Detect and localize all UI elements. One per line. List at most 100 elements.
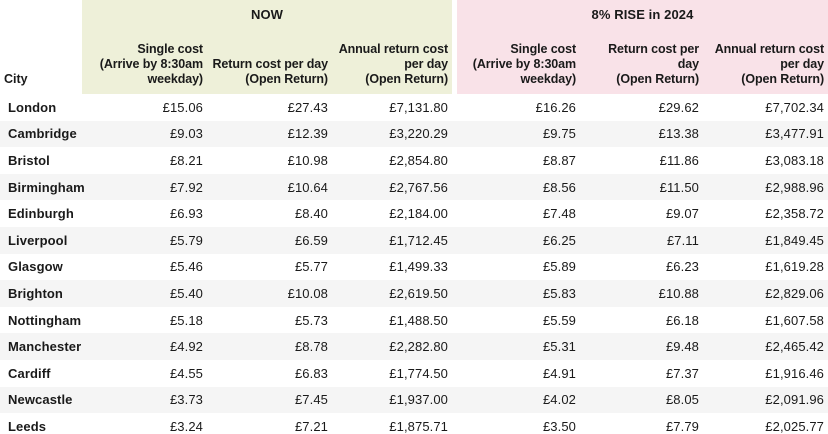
cost-cell-now: £5.40 (169, 285, 203, 301)
city-cell: Glasgow (8, 259, 63, 275)
column-header-annual-cost-rise: Annual return cost per day (Open Return) (703, 28, 828, 94)
table-row: Cambridge £9.03 £12.39 £3,220.29 £9.75 £13.38… (0, 120, 828, 148)
table-row: Birmingham £7.92 £10.64 £2,767.56 £8.56 £11.5… (0, 173, 828, 201)
cost-cell-rise: £2,988.96 (765, 179, 825, 195)
cost-cell-rise: £7.79 (665, 418, 700, 434)
cost-cell-rise: £11.86 (659, 152, 700, 168)
table-row: Leeds £3.24 £7.21 £1,875.71 £3.50 £7.79 £2,025… (0, 413, 828, 434)
cost-cell-rise: £3.50 (542, 418, 577, 434)
table-row: Manchester £4.92 £8.78 £2,282.80 £5.31 £9.48 £… (0, 333, 828, 360)
cost-cell-now: £3.73 (169, 392, 203, 408)
cost-cell-rise: £1,619.28 (765, 259, 825, 275)
cost-cell-rise: £9.48 (665, 339, 700, 355)
cost-cell-rise: £2,465.42 (765, 339, 825, 355)
column-header-annual-cost-now: Annual return cost per day (Open Return) (332, 28, 453, 94)
cost-cell-now: £3.24 (169, 418, 203, 434)
cost-cell-rise: £7,702.34 (765, 99, 825, 115)
cost-cell-rise: £5.31 (542, 339, 577, 355)
column-header-row: City Single cost (Arrive by 8:30am weekd… (0, 28, 828, 94)
cost-cell-rise: £4.02 (542, 392, 577, 408)
cost-cell-now: £10.64 (287, 179, 328, 195)
cost-cell-rise: £8.05 (665, 392, 700, 408)
column-header-single-cost-rise: Single cost (Arrive by 8:30am weekday) (457, 28, 581, 94)
city-cell: Birmingham (8, 179, 85, 195)
cost-cell-now: £10.08 (287, 285, 328, 301)
cost-cell-now: £10.98 (287, 152, 328, 168)
cost-cell-now: £8.21 (169, 152, 203, 168)
cost-cell-now: £5.73 (294, 312, 328, 328)
cost-cell-now: £4.55 (169, 365, 203, 381)
table-row: Edinburgh £6.93 £8.40 £2,184.00 £7.48 £9.07 £2… (0, 200, 828, 227)
city-cell: London (8, 99, 57, 115)
cost-cell-rise: £13.38 (658, 126, 700, 142)
cost-cell-now: £1,875.71 (389, 418, 449, 434)
corner-spacer (0, 0, 82, 28)
cost-cell-rise: £5.89 (542, 259, 577, 275)
cost-cell-rise: £6.23 (665, 259, 700, 275)
cost-cell-now: £4.92 (169, 339, 203, 355)
cost-cell-rise: £1,607.58 (765, 312, 825, 328)
table-row: Cardiff £4.55 £6.83 £1,774.50 £4.91 £7.37 £1,9… (0, 360, 828, 387)
city-cell: Brighton (8, 285, 63, 301)
cost-cell-now: £9.03 (169, 126, 203, 142)
cost-cell-rise: £9.07 (665, 206, 700, 222)
cost-cell-now: £1,488.50 (389, 312, 449, 328)
cost-cell-now: £5.46 (169, 259, 203, 275)
city-cell: Newcastle (8, 392, 73, 408)
cost-cell-rise: £6.18 (665, 312, 700, 328)
cost-cell-now: £2,767.56 (389, 179, 449, 195)
cost-cell-now: £6.59 (294, 232, 328, 248)
cost-cell-rise: £10.88 (658, 285, 700, 301)
cost-cell-now: £5.18 (169, 312, 203, 328)
cost-cell-rise: £16.26 (535, 99, 577, 115)
cost-cell-rise: £7.37 (665, 365, 700, 381)
table-row: Glasgow £5.46 £5.77 £1,499.33 £5.89 £6.23 £1,6… (0, 254, 828, 281)
cost-cell-rise: £5.83 (542, 285, 577, 301)
column-header-return-cost-now: Return cost per day (Open Return) (207, 28, 332, 94)
cost-cell-rise: £2,829.06 (765, 285, 825, 301)
cost-cell-now: £8.78 (294, 339, 328, 355)
city-cell: Cardiff (8, 365, 51, 381)
cost-cell-now: £12.39 (287, 126, 328, 142)
cost-cell-now: £7,131.80 (389, 99, 449, 115)
cost-cell-rise: £3,477.91 (765, 126, 825, 142)
table-row: London £15.06 £27.43 £7,131.80 £16.26 £29.62 £… (0, 94, 828, 121)
table-body: London £15.06 £27.43 £7,131.80 £16.26 £29.62 £… (0, 94, 828, 434)
cost-cell-now: £1,712.45 (389, 232, 449, 248)
cost-cell-rise: £2,091.96 (765, 392, 825, 408)
cost-cell-rise: £5.59 (542, 312, 577, 328)
city-cell: Edinburgh (8, 206, 74, 222)
city-cell: Cambridge (8, 126, 77, 142)
city-cell: Liverpool (8, 232, 68, 248)
cost-cell-rise: £29.62 (658, 99, 700, 115)
cost-cell-rise: £3,083.18 (765, 152, 825, 168)
table-row: Brighton £5.40 £10.08 £2,619.50 £5.83 £10.88 £… (0, 280, 828, 307)
cost-cell-now: £1,499.33 (389, 259, 449, 275)
cost-cell-rise: £7.11 (666, 232, 700, 248)
cost-cell-now: £15.06 (162, 99, 203, 115)
column-header-return-cost-rise: Return cost per day (Open Return) (580, 28, 704, 94)
city-cell: Manchester (8, 339, 82, 355)
cost-cell-rise: £7.48 (542, 206, 577, 222)
table-row: Bristol £8.21 £10.98 £2,854.80 £8.87 £11.86 £3… (0, 147, 828, 174)
cost-cell-now: £27.43 (287, 99, 328, 115)
cost-cell-now: £5.77 (294, 259, 328, 275)
table-row: Liverpool £5.79 £6.59 £1,712.45 £6.25 £7.11 £1… (0, 226, 828, 254)
cost-cell-rise: £9.75 (542, 126, 577, 142)
city-cell: Leeds (8, 418, 47, 434)
cost-cell-now: £6.93 (169, 206, 203, 222)
table-row: Nottingham £5.18 £5.73 £1,488.50 £5.59 £6.18 £… (0, 307, 828, 334)
cost-cell-now: £1,937.00 (389, 392, 449, 408)
cost-cell-rise: £4.91 (542, 365, 577, 381)
cost-cell-rise: £8.56 (542, 179, 577, 195)
cost-cell-rise: £2,358.72 (765, 206, 825, 222)
cost-cell-rise: £2,025.77 (765, 418, 825, 434)
city-column-header: City (0, 28, 82, 94)
cost-cell-rise: £11.50 (659, 179, 700, 195)
column-header-single-cost-now: Single cost (Arrive by 8:30am weekday) (82, 28, 207, 94)
cost-cell-now: £8.40 (294, 206, 328, 222)
cost-cell-now: £6.83 (294, 365, 328, 381)
group-gap (452, 28, 458, 94)
